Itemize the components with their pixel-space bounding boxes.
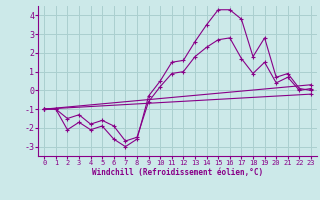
X-axis label: Windchill (Refroidissement éolien,°C): Windchill (Refroidissement éolien,°C) bbox=[92, 168, 263, 177]
